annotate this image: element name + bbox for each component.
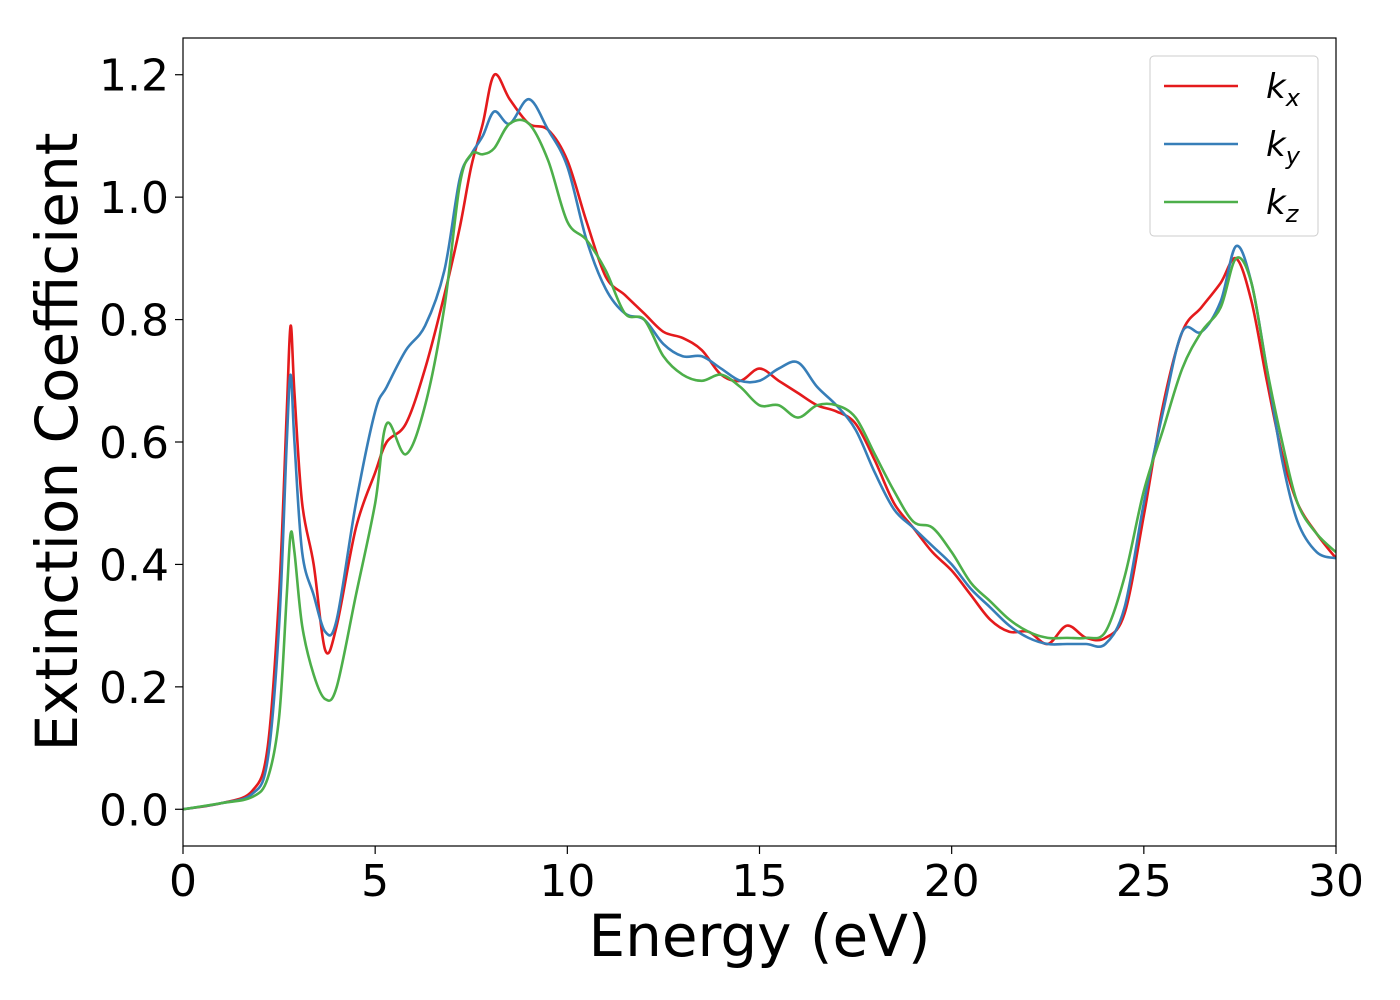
y-tick-label: 0.4	[99, 540, 169, 591]
legend-label-y: ky	[1266, 125, 1301, 170]
x-tick-label: 25	[1116, 856, 1172, 907]
x-axis-label: Energy (eV)	[588, 902, 930, 970]
y-tick-label: 0.8	[99, 296, 169, 347]
legend-label-z: kz	[1266, 183, 1300, 228]
x-tick-label: 30	[1308, 856, 1364, 907]
x-tick-label: 20	[924, 856, 980, 907]
series-line-x	[183, 72, 1336, 811]
y-tick-label: 0.6	[99, 418, 169, 469]
legend: kx ky kz	[1149, 55, 1319, 237]
legend-box	[1149, 55, 1319, 237]
series-line-y	[183, 97, 1336, 811]
y-tick-label: 1.0	[99, 173, 169, 224]
series-layer	[183, 72, 1336, 811]
legend-label-x: kx	[1266, 67, 1301, 112]
y-tick-label: 0.2	[99, 663, 169, 714]
x-tick-label: 10	[539, 856, 595, 907]
legend-items: kx ky kz	[1164, 67, 1301, 228]
x-tick-label: 15	[732, 856, 788, 907]
x-axis-ticks: 0 5 10 15 20 25 30	[169, 846, 1364, 907]
y-axis-ticks: 0.0 0.2 0.4 0.6 0.8 1.0 1.2	[99, 51, 183, 836]
x-tick-label: 5	[361, 856, 389, 907]
y-axis-label: Extinction Coefficient	[23, 133, 91, 752]
series-line-z	[183, 118, 1336, 811]
y-tick-label: 1.2	[99, 51, 169, 102]
y-tick-label: 0.0	[99, 785, 169, 836]
x-tick-label: 0	[169, 856, 197, 907]
